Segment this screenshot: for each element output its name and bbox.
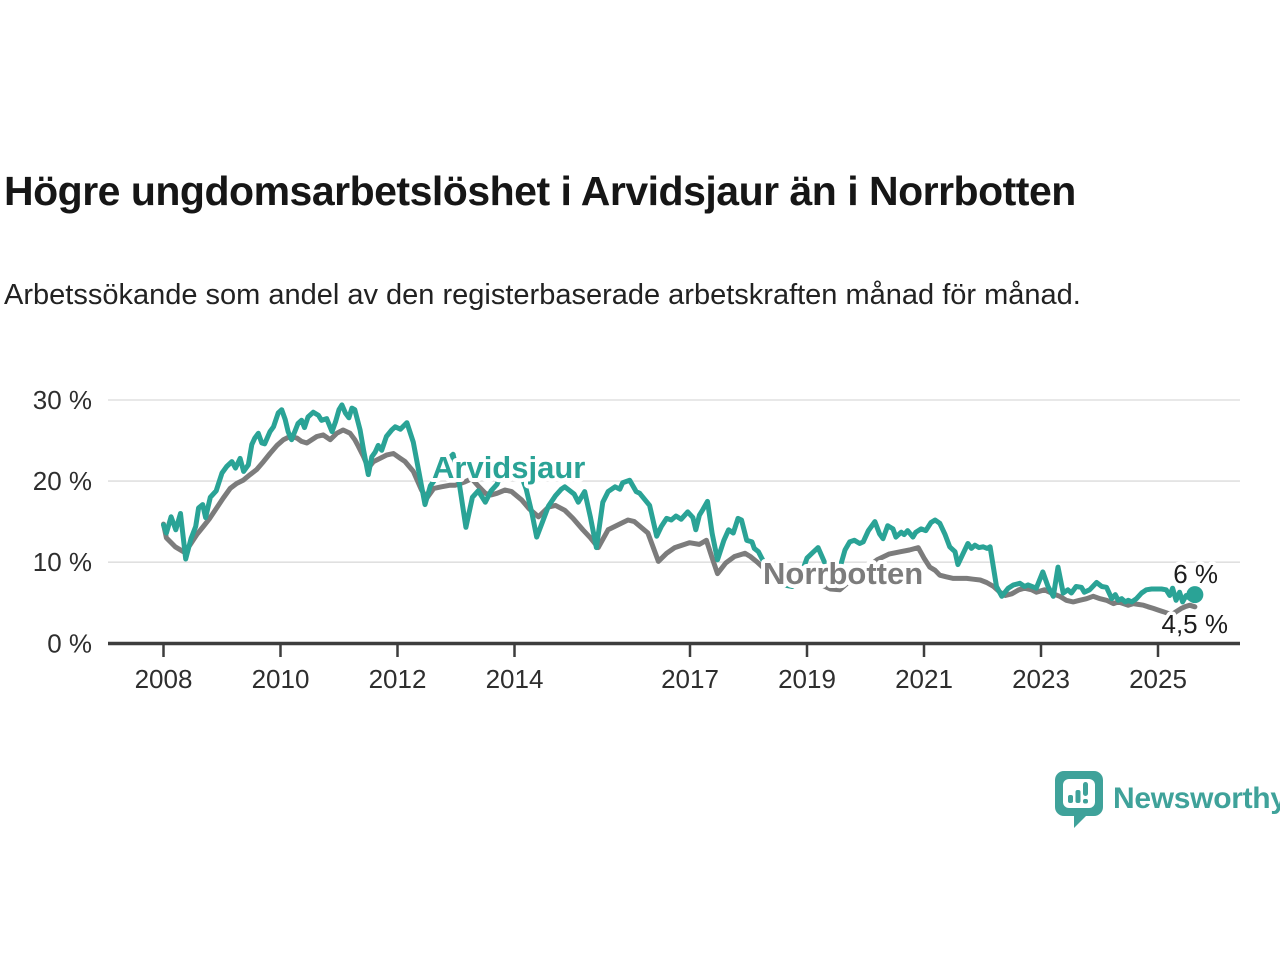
y-tick-label: 30 % bbox=[33, 385, 92, 415]
chart-subtitle: Arbetssökande som andel av den registerb… bbox=[4, 279, 1081, 311]
x-tick-label: 2008 bbox=[135, 664, 193, 694]
arvidsjaur-line bbox=[161, 402, 1198, 605]
arvidsjaur-end-value-label: 6 % bbox=[1173, 559, 1218, 589]
y-tick-label: 0 % bbox=[47, 628, 92, 658]
y-tick-label: 20 % bbox=[33, 466, 92, 496]
page-title: Högre ungdomsarbetslöshet i Arvidsjaur ä… bbox=[4, 168, 1076, 215]
arvidsjaur-series-label: Arvidsjaur bbox=[432, 450, 585, 485]
mini-bar-chart-icon bbox=[1068, 782, 1088, 804]
newsworthy-logo: Newsworthy bbox=[1052, 769, 1280, 829]
y-axis-labels: 0 % 10 % 20 % 30 % bbox=[33, 385, 92, 658]
arvidsjaur-latest-point-dot bbox=[1186, 586, 1204, 604]
arvidsjaur-end-dot bbox=[1186, 586, 1204, 604]
x-tick-label: 2025 bbox=[1129, 664, 1187, 694]
norrbotten-end-value-label: 4,5 % bbox=[1162, 609, 1229, 639]
arvidsjaur-series-path bbox=[161, 402, 1198, 605]
norrbotten-series-label: Norrbotten bbox=[763, 556, 923, 591]
norrbotten-series-path bbox=[161, 427, 1198, 618]
newsworthy-logo-text: Newsworthy bbox=[1113, 782, 1280, 815]
newsworthy-logo-icon bbox=[1055, 771, 1103, 828]
gridlines bbox=[108, 399, 1240, 564]
x-tick-label: 2021 bbox=[895, 664, 953, 694]
x-axis-ticks bbox=[162, 644, 1160, 657]
x-axis-labels: 2008 2010 2012 2014 2017 2019 2021 2023 2025 bbox=[135, 664, 1187, 694]
x-tick-label: 2019 bbox=[778, 664, 836, 694]
norrbotten-line bbox=[161, 427, 1198, 618]
x-tick-label: 2017 bbox=[661, 664, 719, 694]
x-tick-label: 2010 bbox=[252, 664, 310, 694]
y-tick-label: 10 % bbox=[33, 547, 92, 577]
x-tick-label: 2014 bbox=[486, 664, 544, 694]
x-tick-label: 2023 bbox=[1012, 664, 1070, 694]
x-tick-label: 2012 bbox=[369, 664, 427, 694]
